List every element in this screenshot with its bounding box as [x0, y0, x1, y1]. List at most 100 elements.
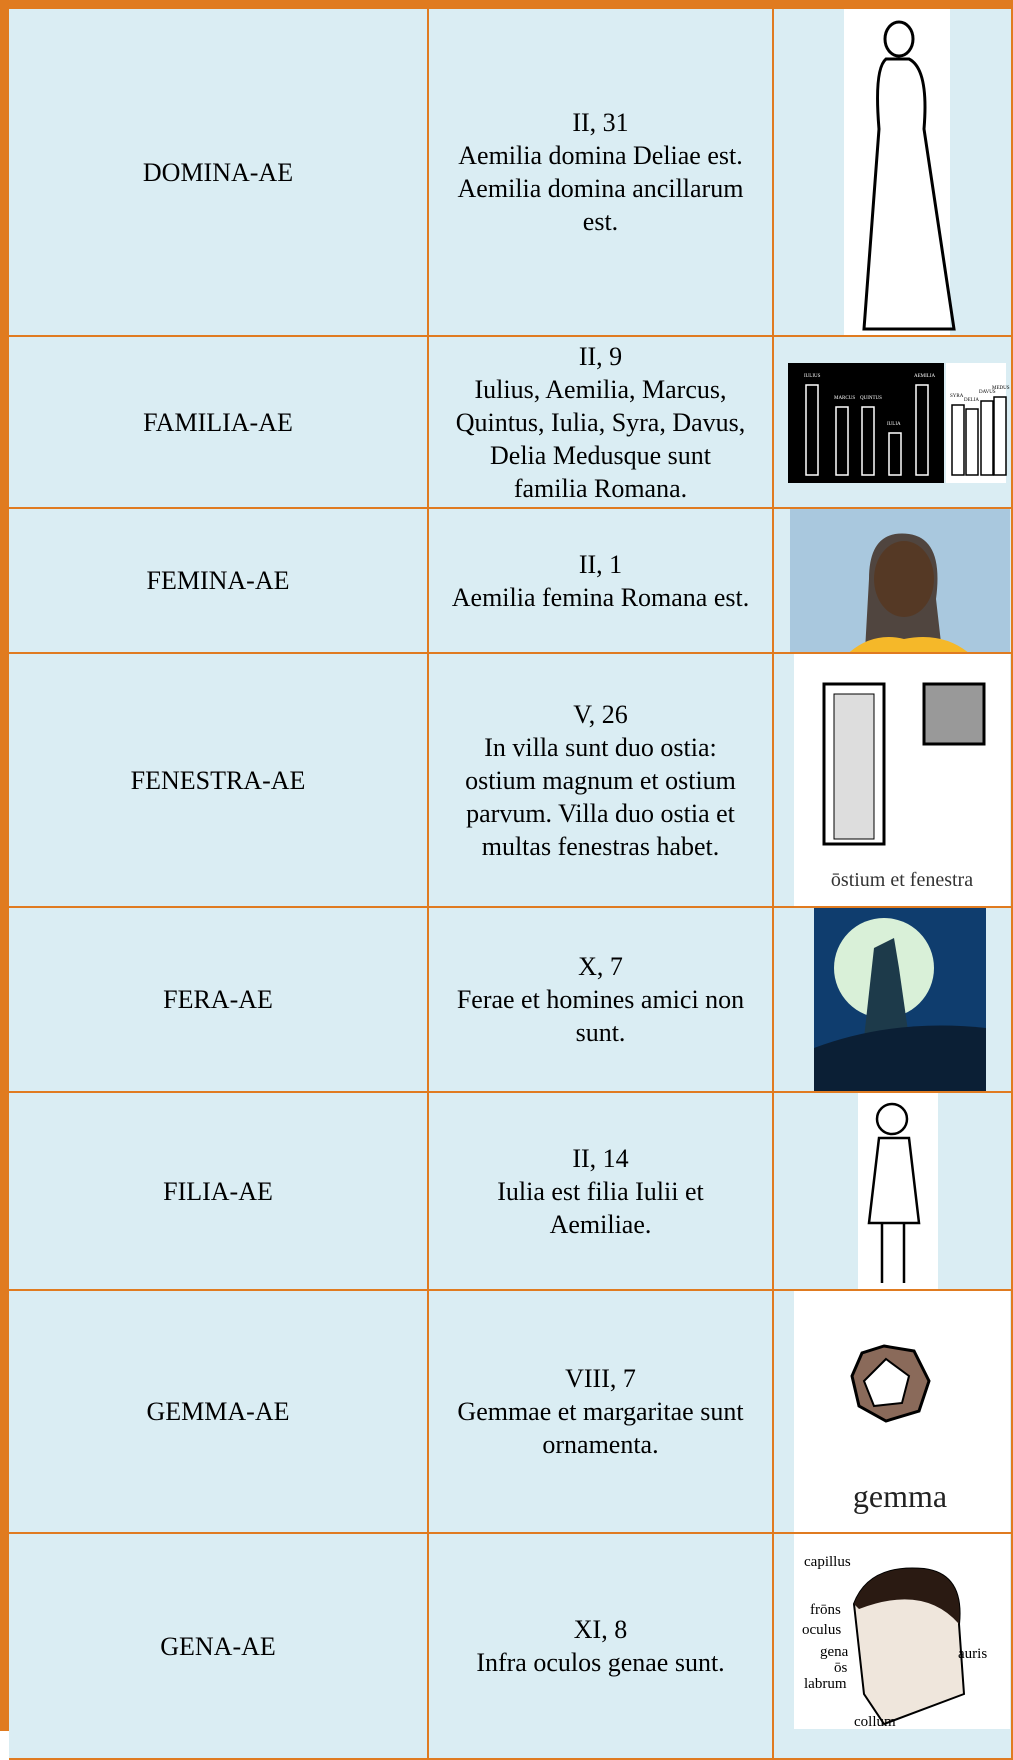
- illustration: [814, 1025, 986, 1091]
- ref: II, 31: [572, 108, 629, 137]
- image-label: labrum: [804, 1676, 847, 1692]
- illustration: [862, 1357, 911, 1408]
- illustration: [862, 57, 956, 331]
- image-label: QUINTUS: [860, 396, 882, 401]
- illustration: [854, 1568, 960, 1624]
- illustration: [875, 1102, 909, 1136]
- sentence: Iulius, Aemilia, Marcus, Quintus, Iulia,…: [455, 374, 746, 503]
- image-label: MEDUS: [992, 386, 1010, 391]
- illustration-gemma: gemma: [794, 1291, 1010, 1532]
- word-cell: FAMILIA-AE: [9, 337, 429, 509]
- sentence-cell: II, 9 Iulius, Aemilia, Marcus, Quintus, I…: [429, 337, 774, 509]
- illustration: [805, 384, 819, 476]
- illustration-familia: IULIUS MARCUS QUINTUS IULIA AEMILIA SYRADELIA…: [788, 363, 1010, 483]
- word: FILIA-AE: [163, 1176, 273, 1206]
- word-cell: DOMINA-AE: [9, 9, 429, 337]
- ref: XI, 8: [573, 1615, 628, 1644]
- illustration: [861, 406, 875, 476]
- ref: V, 26: [573, 699, 628, 729]
- word: FENESTRA-AE: [130, 765, 306, 795]
- image-label: DAVUS: [979, 390, 996, 395]
- illustration: [993, 396, 1007, 476]
- word: FAMILIA-AE: [143, 407, 293, 437]
- sentence-block: XI, 8 Infra oculos genae sunt.: [451, 1613, 751, 1679]
- illustration: [922, 682, 986, 746]
- illustration: [833, 693, 875, 840]
- image-cell: [774, 908, 1013, 1093]
- sentence-block: VIII, 7 Gemmae et margaritae sunt ornamen…: [451, 1362, 751, 1461]
- illustration: [864, 533, 943, 652]
- sentence: Aemilia femina Romana est.: [451, 582, 750, 612]
- ref: II, 1: [578, 549, 623, 579]
- illustration: [980, 400, 994, 476]
- word: FERA-AE: [163, 985, 273, 1014]
- ref: II, 14: [572, 1143, 629, 1173]
- illustration: [951, 404, 965, 476]
- word: DOMINA-AE: [142, 157, 294, 187]
- illustration: [883, 20, 915, 58]
- sentence: Infra oculos genae sunt.: [476, 1648, 725, 1677]
- image-label: auris: [958, 1646, 987, 1662]
- sentence: In villa sunt duo ostia: ostium magnum e…: [465, 732, 736, 861]
- image-cell: ōstium et fenestra: [774, 654, 1013, 908]
- illustration-femina: [790, 509, 1010, 652]
- illustration: [864, 938, 909, 1038]
- sentence: Iulia est filia Iulii et Aemiliae.: [497, 1176, 704, 1239]
- image-label: frōns: [810, 1602, 841, 1618]
- image-label: ōs: [834, 1660, 848, 1676]
- image-label: gemma: [853, 1478, 947, 1514]
- illustration: [844, 9, 950, 335]
- sentence-cell: VIII, 7 Gemmae et margaritae sunt ornamen…: [429, 1291, 774, 1534]
- image-label: IULIUS: [804, 374, 821, 379]
- illustration: [835, 406, 849, 476]
- sentence-block: V, 26 In villa sunt duo ostia: ostium mag…: [451, 698, 751, 863]
- ref: II, 9: [578, 341, 623, 371]
- image-label: IULIA: [887, 422, 901, 427]
- illustration: [788, 363, 944, 483]
- illustration: [867, 1136, 921, 1283]
- sentence-block: II, 14 Iulia est filia Iulii et Aemiliae.: [451, 1142, 751, 1241]
- ref: VIII, 7: [565, 1364, 636, 1393]
- image-cell: capillus frōns oculus gena ōs labrum collum aur…: [774, 1534, 1013, 1760]
- word-cell: GENA-AE: [9, 1534, 429, 1760]
- word-cell: FERA-AE: [9, 908, 429, 1093]
- sentence-cell: V, 26 In villa sunt duo ostia: ostium mag…: [429, 654, 774, 908]
- image-label: collum: [854, 1714, 896, 1729]
- table-frame: [0, 0, 9, 1731]
- image-label: capillus: [804, 1554, 851, 1570]
- sentence-cell: II, 1 Aemilia femina Romana est.: [429, 509, 774, 654]
- illustration-filia: [858, 1093, 938, 1289]
- sentence-block: X, 7 Ferae et homines amici non sunt.: [451, 950, 751, 1049]
- sentence-cell: X, 7 Ferae et homines amici non sunt.: [429, 908, 774, 1093]
- illustration-domina: [844, 9, 956, 335]
- word-cell: FEMINA-AE: [9, 509, 429, 654]
- sentence: Ferae et homines amici non sunt.: [456, 985, 745, 1047]
- sentence-cell: II, 14 Iulia est filia Iulii et Aemiliae.: [429, 1093, 774, 1291]
- sentence: Aemilia domina Deliae est. Aemilia domin…: [457, 141, 744, 236]
- illustration: [965, 408, 979, 476]
- image-cell: gemma: [774, 1291, 1013, 1534]
- word-cell: FENESTRA-AE: [9, 654, 429, 908]
- illustration: [888, 432, 902, 476]
- image-cell: [774, 9, 1013, 337]
- illustration: [849, 637, 968, 652]
- illustration-fenestra: ōstium et fenestra: [794, 654, 1010, 906]
- word-cell: FILIA-AE: [9, 1093, 429, 1291]
- image-label: gena: [820, 1644, 849, 1660]
- illustration: [822, 682, 886, 846]
- image-cell: IULIUS MARCUS QUINTUS IULIA AEMILIA SYRA DELIA…: [774, 337, 1013, 509]
- word: GENA-AE: [160, 1631, 276, 1661]
- image-label: SYRA: [950, 394, 964, 399]
- illustration: [946, 363, 1006, 483]
- sentence: Gemmae et margaritae sunt ornamenta.: [457, 1397, 744, 1459]
- sentence-cell: II, 31 Aemilia domina Deliae est. Aemilia…: [429, 9, 774, 337]
- illustration: [915, 384, 929, 476]
- table-frame-top: [0, 0, 1013, 9]
- sentence-block: II, 9 Iulius, Aemilia, Marcus, Quintus, I…: [451, 340, 751, 505]
- illustration: [858, 1093, 938, 1289]
- illustration-fera: [814, 908, 986, 1091]
- word-cell: GEMMA-AE: [9, 1291, 429, 1534]
